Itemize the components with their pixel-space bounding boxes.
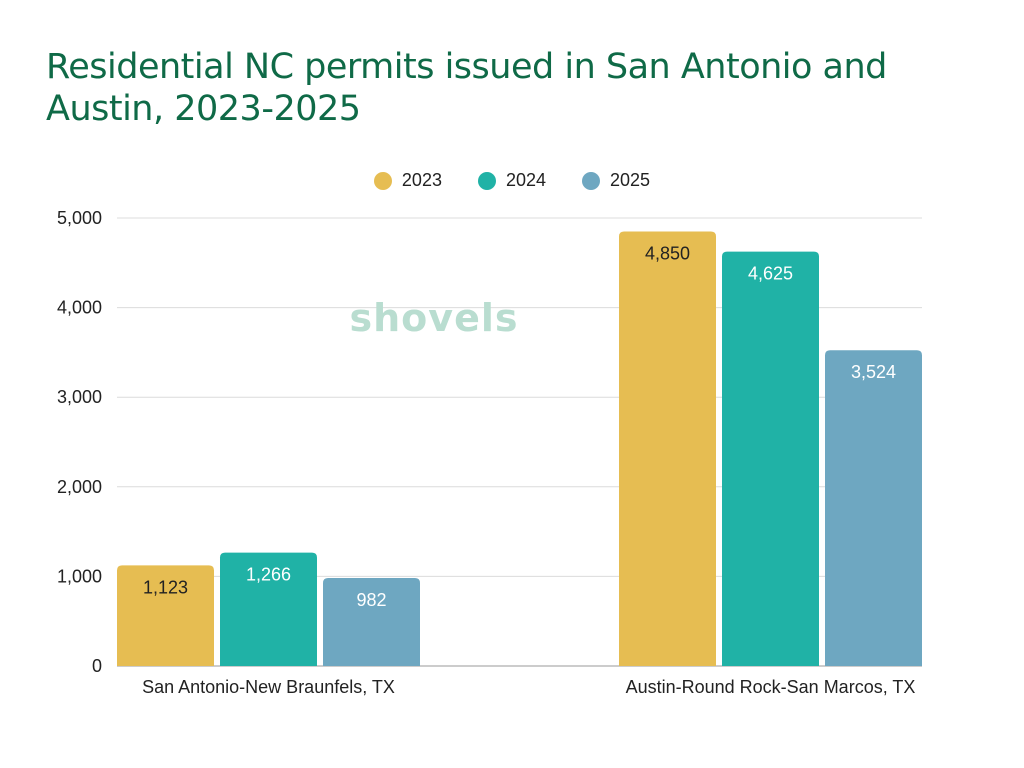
y-tick-label: 5,000 xyxy=(57,208,102,228)
legend-swatch-2023 xyxy=(373,171,392,190)
y-tick-label: 3,000 xyxy=(57,387,102,407)
legend-item-2023: 2023 xyxy=(373,170,442,191)
y-tick-label: 1,000 xyxy=(57,566,102,586)
x-category-label: San Antonio-New Braunfels, TX xyxy=(142,677,395,697)
watermark-logo: shovels xyxy=(350,296,519,340)
x-axis-categories: San Antonio-New Braunfels, TX Austin-Roun… xyxy=(142,677,915,697)
legend-label-2023: 2023 xyxy=(401,170,442,190)
chart-title: Residential NC permits issued in San Ant… xyxy=(46,47,887,129)
legend-label-2025: 2025 xyxy=(610,170,651,190)
bar-2024-0 xyxy=(220,552,317,666)
legend-label-2024: 2024 xyxy=(505,170,547,190)
bar-value-label: 1,123 xyxy=(143,577,188,597)
bar-2023-1 xyxy=(619,231,716,666)
bar-value-label: 3,524 xyxy=(851,362,896,382)
y-axis-ticks: 0 1,000 2,000 3,000 4,000 5,000 xyxy=(57,208,102,676)
x-category-label: Austin-Round Rock-San Marcos, TX xyxy=(626,677,916,697)
bar-value-label: 982 xyxy=(356,590,386,610)
legend: 2023 2024 2025 xyxy=(0,170,1024,191)
bar-value-label: 4,850 xyxy=(645,243,690,263)
bar-value-label: 4,625 xyxy=(748,264,793,284)
legend-swatch-2025 xyxy=(582,171,601,190)
bar-2024-1 xyxy=(722,251,819,666)
bar-2025-1 xyxy=(825,350,922,666)
bars: 1,123 1,266 982 4,850 4,625 3,524 xyxy=(117,231,922,666)
legend-swatch-2024 xyxy=(477,171,496,190)
legend-item-2025: 2025 xyxy=(582,170,650,191)
y-tick-label: 2,000 xyxy=(57,477,102,497)
legend-item-2024: 2024 xyxy=(477,170,547,191)
y-tick-label: 4,000 xyxy=(57,298,102,318)
bar-value-label: 1,266 xyxy=(246,565,291,585)
bar-2023-0 xyxy=(117,565,214,666)
bar-2025-0 xyxy=(323,578,420,666)
y-tick-label: 0 xyxy=(92,656,102,676)
